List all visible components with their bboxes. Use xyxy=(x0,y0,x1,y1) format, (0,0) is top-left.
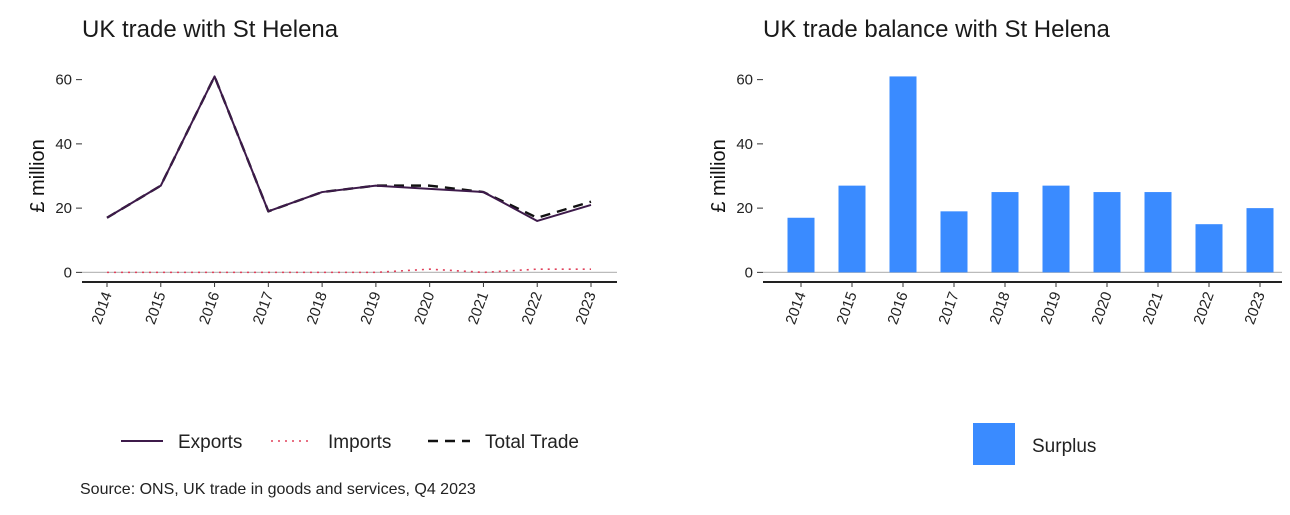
bar-chart-y-axis-label: £ million xyxy=(708,139,730,212)
chart-title-balance: UK trade balance with St Helena xyxy=(763,16,1110,43)
legend-label-exports: Exports xyxy=(178,432,242,453)
bar-chart-y-tick-label: 60 xyxy=(736,72,753,89)
legend-label-imports: Imports xyxy=(328,432,391,453)
bar-chart-x-tick-label: 2019 xyxy=(1037,290,1064,327)
line-chart-y-axis-label: £ million xyxy=(27,139,49,212)
bar-chart-y-tick-label: 40 xyxy=(736,136,753,153)
bar-chart-x-tick-label: 2018 xyxy=(986,290,1013,327)
bar-chart-y-tick-label: 20 xyxy=(736,200,753,217)
bar-chart-y-tick-label: 0 xyxy=(745,264,753,281)
line-chart-y-tick-label: 60 xyxy=(55,72,72,89)
bar-chart-x-tick-label: 2015 xyxy=(833,290,860,327)
trade-balance-bar-chart: 0 20 40 60 £ million 2014 2015 2016 2017 2018 2019… xyxy=(708,72,1282,465)
bar-chart-x-tick-label: 2017 xyxy=(935,290,962,327)
bar-chart-x-tick-label: 2020 xyxy=(1088,290,1115,327)
legend-swatch-surplus xyxy=(973,423,1015,465)
line-chart-y-tick-label: 40 xyxy=(55,136,72,153)
source-note: Source: ONS, UK trade in goods and servi… xyxy=(80,481,476,498)
bar-2023 xyxy=(1246,208,1274,273)
legend-label-total-trade: Total Trade xyxy=(485,432,579,453)
bar-chart-x-tick-label: 2014 xyxy=(782,290,809,327)
bar-chart-x-tick-label: 2023 xyxy=(1241,290,1268,327)
line-chart-y-tick-label: 0 xyxy=(64,264,72,281)
bar-chart-x-tick-label: 2016 xyxy=(884,290,911,327)
chart-title-trade: UK trade with St Helena xyxy=(82,16,339,43)
bar-2018 xyxy=(991,192,1019,273)
line-chart-y-tick-label: 20 xyxy=(55,200,72,217)
bar-2021 xyxy=(1144,192,1172,273)
bar-2014 xyxy=(787,217,815,273)
bar-chart-x-tick-label: 2022 xyxy=(1190,290,1217,327)
bar-chart-x-tick-label: 2021 xyxy=(1139,290,1166,327)
bar-2019 xyxy=(1042,185,1070,273)
bar-2017 xyxy=(940,211,968,273)
bar-2022 xyxy=(1195,224,1223,273)
legend-label-surplus: Surplus xyxy=(1032,436,1096,457)
bar-2020 xyxy=(1093,192,1121,273)
series-line-exports xyxy=(106,75,592,222)
bar-2015 xyxy=(838,185,866,273)
bar-2016 xyxy=(889,76,917,273)
